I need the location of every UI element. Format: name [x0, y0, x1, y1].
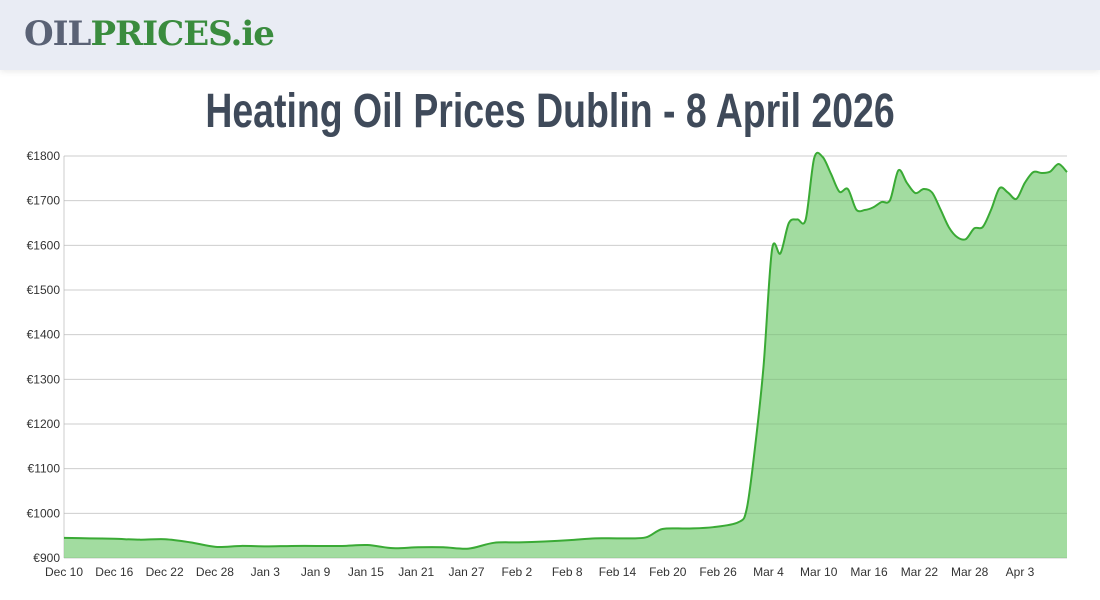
price-line [63, 151, 1068, 550]
x-tick-label: Jan 27 [449, 565, 485, 579]
x-tick-label: Jan 9 [301, 565, 331, 579]
x-tick-label: Apr 3 [1006, 565, 1035, 579]
x-tick-label: Mar 28 [951, 565, 989, 579]
y-tick-label: €1800 [27, 149, 61, 163]
logo-prices: PRICES.ie [90, 14, 274, 54]
x-tick-label: Dec 22 [146, 565, 184, 579]
y-tick-label: €900 [33, 551, 60, 565]
x-tick-label: Mar 22 [901, 565, 939, 579]
y-tick-label: €1200 [27, 417, 61, 431]
x-tick-label: Feb 20 [649, 565, 687, 579]
price-area [64, 152, 1067, 559]
x-tick-label: Jan 3 [251, 565, 281, 579]
x-tick-label: Mar 10 [800, 565, 838, 579]
logo-oil: OIL [24, 14, 91, 54]
y-tick-label: €1000 [27, 506, 61, 520]
chart-title: Heating Oil Prices Dublin - 8 April 2026 [205, 85, 895, 138]
x-tick-label: Feb 14 [599, 565, 637, 579]
x-tick-label: Jan 21 [398, 565, 434, 579]
y-tick-label: €1100 [28, 462, 61, 476]
x-tick-label: Dec 28 [196, 565, 234, 579]
x-tick-label: Jan 15 [348, 565, 384, 579]
x-tick-label: Mar 4 [753, 565, 784, 579]
y-tick-label: €1300 [27, 372, 61, 386]
x-tick-label: Feb 2 [502, 565, 533, 579]
y-tick-label: €1400 [27, 328, 61, 342]
x-tick-label: Feb 26 [699, 565, 737, 579]
x-tick-label: Mar 16 [850, 565, 888, 579]
y-tick-label: €1500 [27, 283, 61, 297]
x-tick-label: Dec 16 [95, 565, 133, 579]
x-tick-label: Dec 10 [45, 565, 83, 579]
y-tick-label: €1700 [27, 194, 61, 208]
x-tick-label: Feb 8 [552, 565, 583, 579]
site-logo[interactable]: OILPRICES.ie [24, 14, 275, 54]
site-header: OILPRICES.ie [0, 0, 1100, 70]
y-tick-label: €1600 [27, 238, 61, 252]
